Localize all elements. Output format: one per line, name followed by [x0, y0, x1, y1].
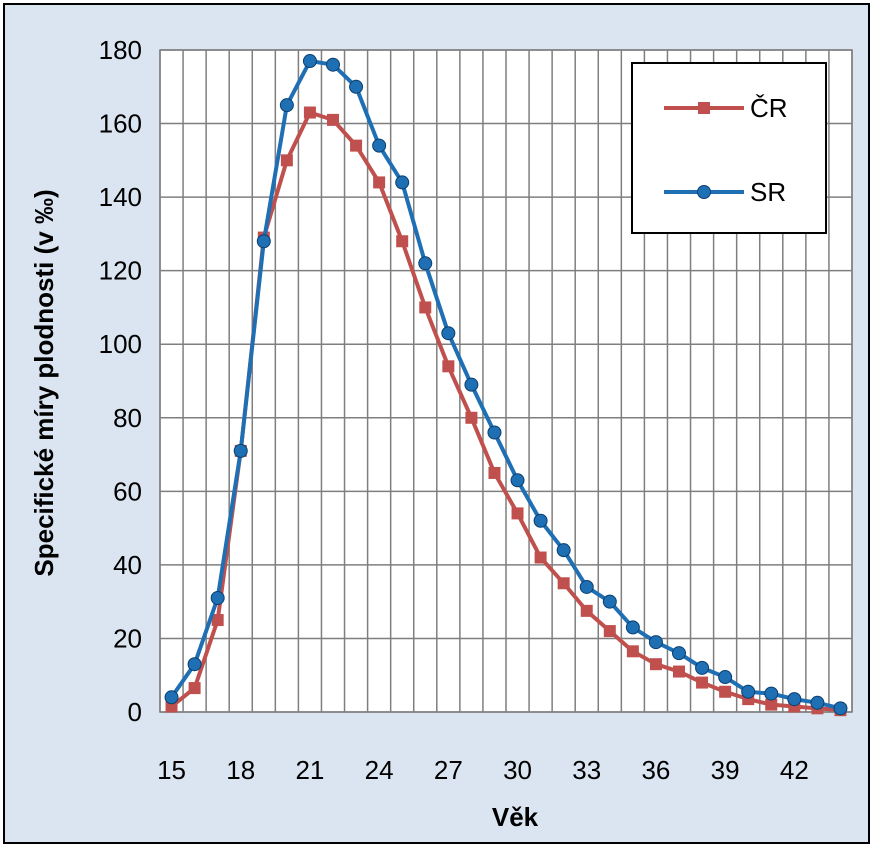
data-point [187, 657, 202, 672]
y-tick-label: 20 [113, 623, 142, 653]
series-sr [164, 54, 848, 716]
y-tick-label: 100 [99, 329, 142, 359]
data-point [279, 98, 294, 113]
data-point [603, 625, 616, 638]
y-tick-label: 60 [113, 476, 142, 506]
x-tick-label: 30 [503, 755, 532, 785]
data-point [256, 234, 271, 249]
x-tick-label: 27 [434, 755, 463, 785]
x-tick-label: 36 [641, 755, 670, 785]
x-axis-ticks: 15 18 21 24 27 30 33 36 39 42 [157, 755, 809, 785]
data-point [556, 543, 571, 558]
data-point [442, 360, 455, 373]
x-tick-label: 39 [711, 755, 740, 785]
y-tick-label: 120 [99, 256, 142, 286]
data-point [533, 513, 548, 528]
data-point [625, 620, 640, 635]
data-point [719, 685, 732, 698]
x-tick-label: 24 [365, 755, 394, 785]
legend-marker [697, 185, 711, 199]
x-tick-label: 42 [780, 755, 809, 785]
y-tick-label: 180 [99, 35, 142, 65]
legend-marker [698, 102, 710, 114]
data-point [673, 665, 685, 678]
data-point [649, 658, 662, 671]
legend-box [631, 62, 827, 234]
data-point [833, 701, 848, 716]
data-point [164, 690, 179, 705]
data-point [557, 577, 570, 590]
data-point [602, 594, 617, 609]
data-point [487, 425, 502, 440]
data-point [648, 635, 663, 650]
data-point [534, 551, 547, 564]
data-point [418, 256, 433, 271]
legend-label: SR [750, 177, 786, 207]
data-point [326, 57, 340, 72]
data-point [510, 473, 525, 488]
y-tick-label: 160 [99, 109, 142, 139]
data-point [372, 138, 387, 153]
data-point [579, 579, 594, 594]
series-group [164, 54, 848, 717]
data-point [211, 614, 224, 627]
y-axis-ticks: 0 20 40 60 80 100 120 140 160 180 [99, 35, 142, 727]
data-point [303, 106, 316, 119]
x-axis-title: Věk [492, 802, 539, 832]
data-point [464, 377, 479, 392]
data-point [626, 645, 639, 658]
data-point [419, 301, 432, 314]
y-axis-title: Specifické míry plodnosti (v ‰) [29, 189, 59, 576]
data-point [373, 176, 386, 189]
data-point [302, 54, 317, 69]
data-point [233, 443, 248, 458]
data-point [695, 660, 710, 675]
data-point [395, 175, 410, 190]
x-tick-label: 15 [157, 755, 186, 785]
y-tick-label: 0 [128, 697, 142, 727]
data-point [787, 692, 802, 707]
data-point [465, 411, 478, 424]
x-tick-label: 21 [295, 755, 324, 785]
data-point [718, 670, 733, 685]
data-point [580, 604, 593, 617]
y-tick-label: 140 [99, 182, 142, 212]
data-point [764, 686, 779, 701]
legend: ČR SR [631, 62, 827, 234]
data-point [350, 139, 363, 152]
data-point [765, 698, 778, 711]
data-point [188, 682, 201, 695]
legend-label: ČR [750, 93, 788, 123]
data-point [696, 676, 709, 689]
data-point [488, 466, 501, 479]
data-point [672, 646, 686, 661]
data-point [396, 235, 409, 248]
x-tick-label: 33 [572, 755, 601, 785]
data-point [280, 154, 293, 167]
x-tick-label: 18 [226, 755, 255, 785]
data-point [349, 79, 364, 94]
data-point [810, 695, 825, 710]
data-point [210, 590, 225, 605]
data-point [511, 507, 524, 520]
data-point [441, 326, 456, 341]
data-point [327, 113, 339, 126]
y-tick-label: 40 [113, 550, 142, 580]
y-tick-label: 80 [113, 403, 142, 433]
data-point [741, 684, 756, 699]
series-cr [165, 106, 847, 717]
